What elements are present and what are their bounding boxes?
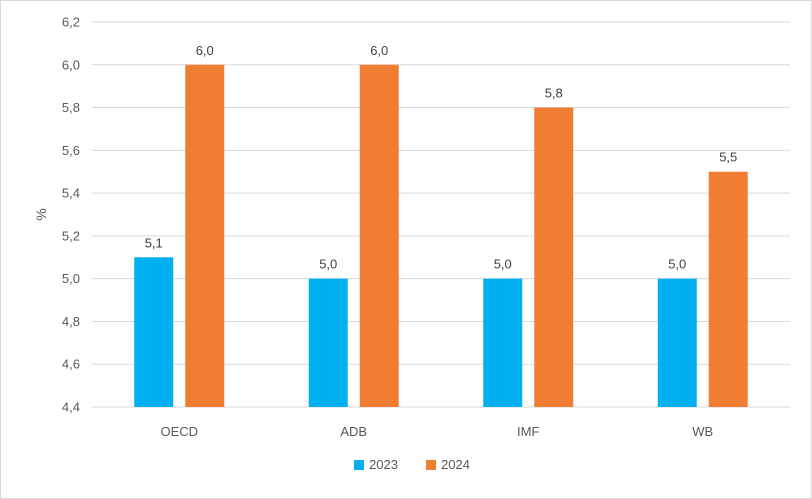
y-tick-label: 4,8 — [62, 314, 80, 329]
legend-swatch-2024 — [426, 460, 436, 470]
data-label: 5,5 — [719, 150, 737, 165]
bar-2023-wb — [657, 278, 697, 407]
legend-label-2023: 2023 — [369, 457, 398, 472]
y-axis-ticks: 4,4 4,6 4,8 5,0 5,2 5,4 5,6 5,8 6,0 6,2 — [62, 15, 80, 415]
y-tick-label: 5,4 — [62, 186, 80, 201]
data-label: 5,0 — [319, 257, 337, 272]
y-tick-label: 6,2 — [62, 15, 80, 30]
data-label: 5,0 — [494, 257, 512, 272]
y-axis-title: % — [33, 208, 49, 220]
y-tick-label: 5,2 — [62, 228, 80, 243]
y-tick-label: 4,4 — [62, 400, 80, 415]
bars — [134, 64, 748, 408]
bar-2023-oecd — [134, 257, 174, 407]
y-tick-label: 4,6 — [62, 357, 80, 372]
data-label: 5,0 — [668, 257, 686, 272]
data-label: 5,1 — [145, 235, 163, 250]
bar-2024-imf — [534, 107, 574, 408]
bar-2023-adb — [308, 278, 348, 407]
legend-label-2024: 2024 — [441, 457, 470, 472]
data-labels: 5,1 6,0 5,0 6,0 5,0 5,8 5,0 5,5 — [145, 43, 738, 272]
x-tick-label: ADB — [340, 424, 367, 439]
x-tick-label: WB — [692, 424, 713, 439]
y-tick-label: 5,0 — [62, 271, 80, 286]
data-label: 6,0 — [196, 43, 214, 58]
bar-2024-oecd — [185, 64, 225, 408]
y-tick-label: 5,8 — [62, 100, 80, 115]
x-tick-label: IMF — [517, 424, 539, 439]
legend-swatch-2023 — [354, 460, 364, 470]
bar-2024-adb — [359, 64, 399, 408]
x-tick-label: OECD — [160, 424, 198, 439]
bar-2024-wb — [708, 171, 748, 407]
y-tick-label: 5,6 — [62, 143, 80, 158]
data-label: 5,8 — [545, 86, 563, 101]
legend[interactable]: 2023 2024 — [354, 457, 470, 472]
bar-2023-imf — [483, 278, 523, 407]
data-label: 6,0 — [370, 43, 388, 58]
x-axis-ticks: OECD ADB IMF WB — [160, 424, 713, 439]
y-tick-label: 6,0 — [62, 57, 80, 72]
